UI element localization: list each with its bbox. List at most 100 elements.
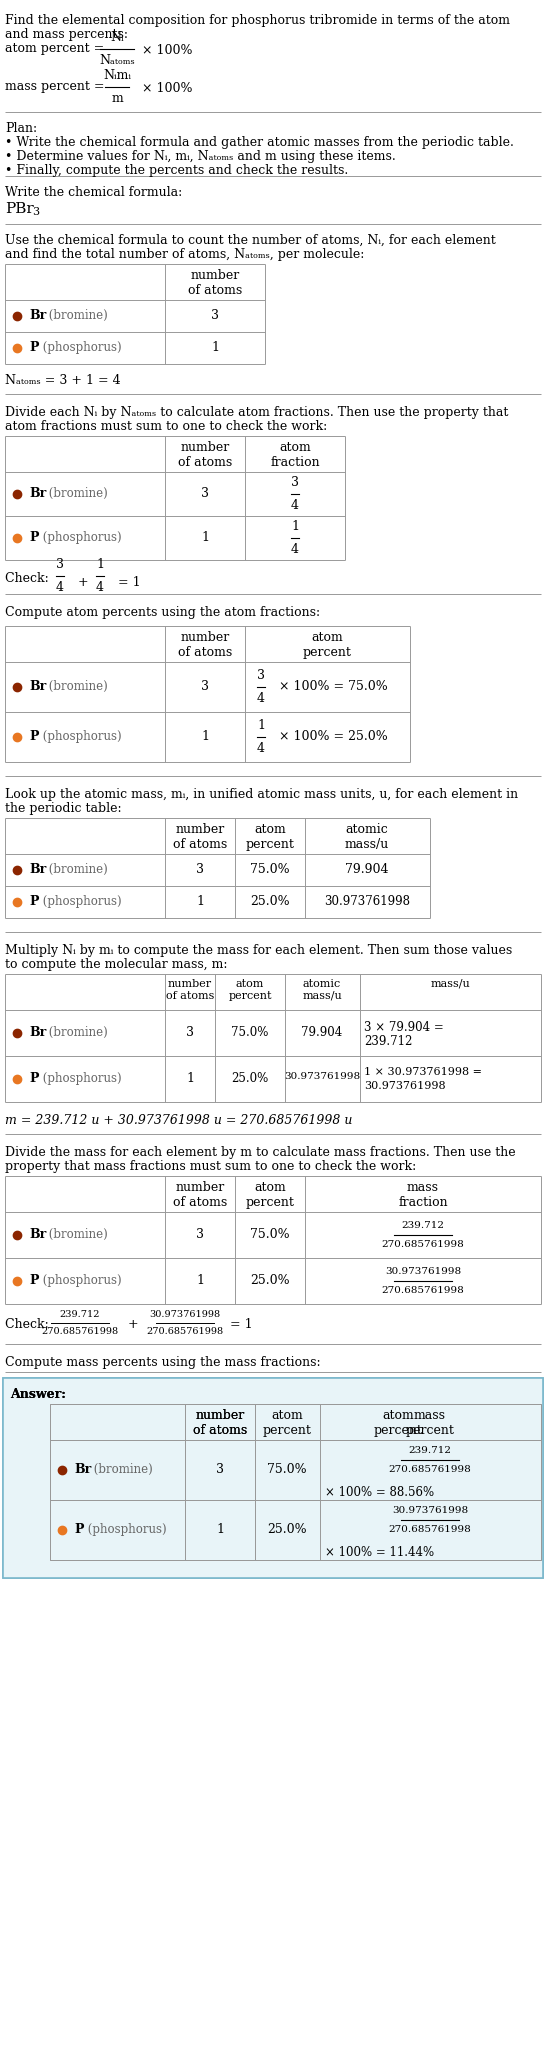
Text: mass percent =: mass percent =: [5, 80, 109, 93]
Text: +: +: [124, 1319, 143, 1331]
Text: 4: 4: [257, 741, 265, 755]
Text: atom
percent: atom percent: [246, 1181, 294, 1210]
Text: 3: 3: [211, 310, 219, 322]
Text: 30.973761998: 30.973761998: [385, 1267, 461, 1276]
Text: 3: 3: [196, 1228, 204, 1240]
Text: × 100%: × 100%: [142, 83, 193, 95]
Text: (bromine): (bromine): [45, 863, 108, 875]
Text: 1: 1: [186, 1071, 194, 1086]
Text: 3 × 79.904 =: 3 × 79.904 =: [364, 1022, 444, 1034]
Text: 239.712: 239.712: [408, 1447, 452, 1455]
Text: P: P: [74, 1523, 84, 1536]
Text: atom
percent: atom percent: [246, 824, 294, 850]
Text: Br: Br: [29, 1026, 46, 1038]
Text: to compute the molecular mass, m:: to compute the molecular mass, m:: [5, 958, 228, 970]
Text: 75.0%: 75.0%: [250, 1228, 290, 1240]
Text: 239.712: 239.712: [60, 1311, 100, 1319]
Text: 3: 3: [32, 206, 39, 217]
Text: Check:: Check:: [5, 1319, 53, 1331]
Text: m: m: [111, 93, 123, 105]
Text: Plan:: Plan:: [5, 122, 37, 134]
Text: Nₐₜₒₘₛ: Nₐₜₒₘₛ: [99, 54, 135, 66]
Text: × 100% = 75.0%: × 100% = 75.0%: [275, 681, 388, 694]
Text: P: P: [29, 896, 39, 908]
Text: 25.0%: 25.0%: [250, 1273, 290, 1288]
Text: 3: 3: [196, 863, 204, 875]
Text: • Write the chemical formula and gather atomic masses from the periodic table.: • Write the chemical formula and gather …: [5, 136, 514, 149]
Text: 239.712: 239.712: [364, 1034, 412, 1049]
Text: Look up the atomic mass, mᵢ, in unified atomic mass units, u, for each element i: Look up the atomic mass, mᵢ, in unified …: [5, 788, 518, 801]
Text: number
of atoms: number of atoms: [193, 1410, 247, 1437]
Text: (bromine): (bromine): [45, 1026, 108, 1038]
Text: 1: 1: [96, 557, 104, 572]
Text: P: P: [29, 341, 39, 355]
Text: Br: Br: [29, 310, 46, 322]
Text: number
of atoms: number of atoms: [188, 268, 242, 297]
Text: (bromine): (bromine): [45, 1228, 108, 1240]
Text: 270.685761998: 270.685761998: [41, 1327, 118, 1335]
Text: 4: 4: [257, 691, 265, 706]
Text: (phosphorus): (phosphorus): [39, 341, 122, 355]
Text: Write the chemical formula:: Write the chemical formula:: [5, 186, 182, 198]
Text: Check:: Check:: [5, 572, 53, 584]
Text: Answer:: Answer:: [10, 1387, 66, 1401]
Text: P: P: [29, 731, 39, 743]
Text: atom
percent: atom percent: [373, 1410, 423, 1437]
Text: 75.0%: 75.0%: [232, 1026, 269, 1038]
Text: mass
percent: mass percent: [406, 1410, 454, 1437]
Text: 79.904: 79.904: [301, 1026, 343, 1038]
Text: Find the elemental composition for phosphorus tribromide in terms of the atom: Find the elemental composition for phosp…: [5, 14, 510, 27]
Text: Br: Br: [29, 1228, 46, 1240]
Text: 4: 4: [291, 499, 299, 512]
Text: 1: 1: [291, 520, 299, 533]
Text: × 100% = 25.0%: × 100% = 25.0%: [275, 731, 388, 743]
Text: × 100%: × 100%: [142, 43, 193, 58]
Text: atom
percent: atom percent: [302, 632, 352, 658]
Text: 270.685761998: 270.685761998: [382, 1240, 465, 1249]
Text: atomic
mass/u: atomic mass/u: [302, 978, 342, 1001]
Text: 270.685761998: 270.685761998: [389, 1465, 471, 1474]
Text: PBr: PBr: [5, 202, 34, 217]
FancyBboxPatch shape: [3, 1379, 543, 1579]
Text: × 100% = 11.44%: × 100% = 11.44%: [325, 1546, 434, 1558]
Text: m = 239.712 u + 30.973761998 u = 270.685761998 u: m = 239.712 u + 30.973761998 u = 270.685…: [5, 1115, 352, 1127]
Text: 1: 1: [201, 530, 209, 545]
Text: 1: 1: [201, 731, 209, 743]
Text: 1: 1: [211, 341, 219, 355]
Text: and mass percents:: and mass percents:: [5, 29, 128, 41]
Text: Answer:: Answer:: [10, 1387, 66, 1401]
Text: number
of atoms: number of atoms: [193, 1410, 247, 1437]
Text: 4: 4: [96, 580, 104, 594]
Text: atomic
mass/u: atomic mass/u: [345, 824, 389, 850]
Text: 270.685761998: 270.685761998: [389, 1525, 471, 1534]
Text: 270.685761998: 270.685761998: [382, 1286, 465, 1294]
Text: (phosphorus): (phosphorus): [84, 1523, 167, 1536]
Text: Br: Br: [74, 1463, 91, 1476]
Text: Br: Br: [29, 487, 46, 499]
Text: 79.904: 79.904: [345, 863, 389, 875]
Text: 3: 3: [257, 669, 265, 681]
Text: 3: 3: [186, 1026, 194, 1038]
Text: (phosphorus): (phosphorus): [39, 1071, 122, 1086]
Text: atom fractions must sum to one to check the work:: atom fractions must sum to one to check …: [5, 419, 327, 433]
Text: 1: 1: [196, 1273, 204, 1288]
Text: P: P: [29, 530, 39, 545]
Text: atom
fraction: atom fraction: [270, 442, 320, 469]
Text: 3: 3: [216, 1463, 224, 1476]
Text: (bromine): (bromine): [45, 310, 108, 322]
Text: mass
fraction: mass fraction: [398, 1181, 448, 1210]
Text: Divide the mass for each element by m to calculate mass fractions. Then use the: Divide the mass for each element by m to…: [5, 1146, 515, 1160]
Text: (phosphorus): (phosphorus): [39, 530, 122, 545]
Text: 25.0%: 25.0%: [232, 1071, 269, 1086]
Text: 1: 1: [257, 718, 265, 733]
Text: number
of atoms: number of atoms: [173, 1181, 227, 1210]
Text: 239.712: 239.712: [401, 1222, 444, 1230]
Text: P: P: [29, 1273, 39, 1288]
Text: 3: 3: [56, 557, 64, 572]
Text: Nᵢ: Nᵢ: [110, 31, 124, 43]
Text: Nᵢmᵢ: Nᵢmᵢ: [103, 68, 131, 83]
Text: Use the chemical formula to count the number of atoms, Nᵢ, for each element: Use the chemical formula to count the nu…: [5, 233, 496, 248]
Text: and find the total number of atoms, Nₐₜₒₘₛ, per molecule:: and find the total number of atoms, Nₐₜₒ…: [5, 248, 364, 260]
Text: (phosphorus): (phosphorus): [39, 896, 122, 908]
Text: (bromine): (bromine): [90, 1463, 153, 1476]
